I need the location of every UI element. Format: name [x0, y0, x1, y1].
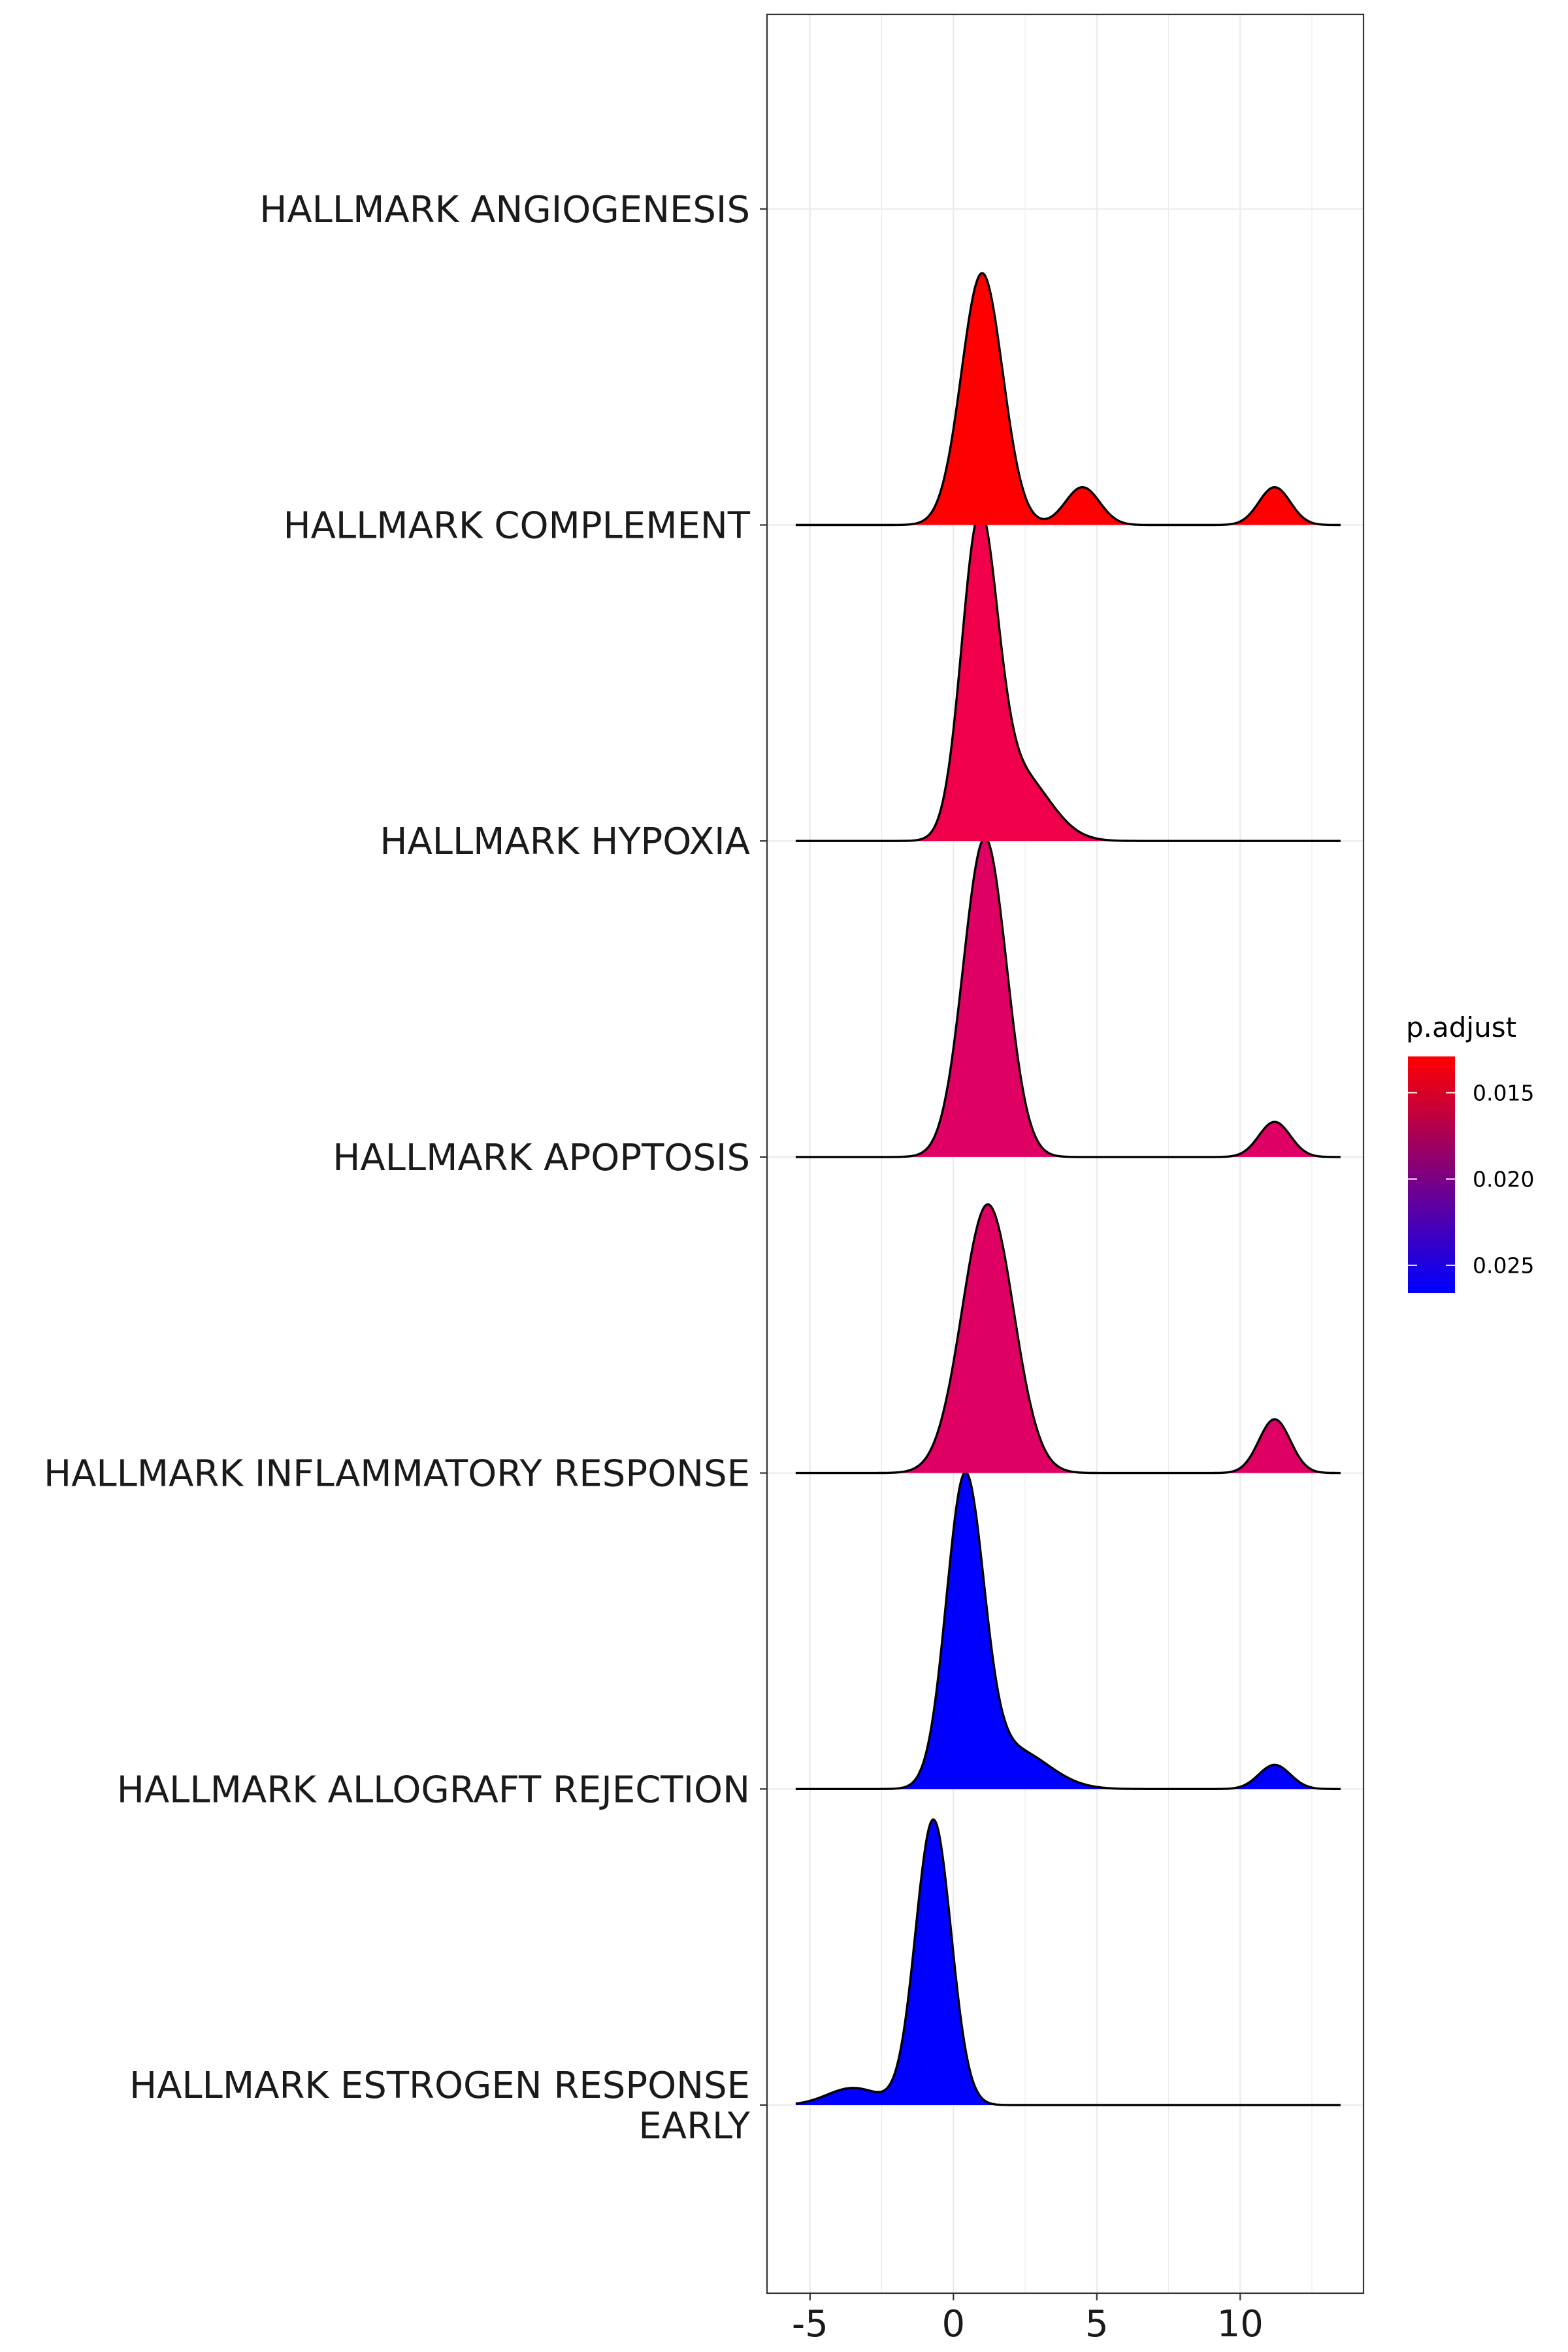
y-tick-label: HALLMARK ESTROGEN RESPONSE [129, 2065, 750, 2107]
x-tick-label: -5 [792, 2303, 828, 2345]
y-tick-label: HALLMARK HYPOXIA [380, 821, 750, 863]
x-tick-label: 10 [1217, 2303, 1264, 2345]
color-legend: p.adjust 0.015 0.020 0.025 [1406, 1011, 1534, 1293]
density-area [795, 1820, 1341, 2105]
density-outline [795, 272, 1341, 527]
y-tick-label: EARLY [638, 2105, 750, 2148]
legend-tick-label: 0.015 [1473, 1081, 1534, 1106]
density-outline [795, 1203, 1341, 1475]
density-outline [795, 1471, 1341, 1790]
y-tick-label: HALLMARK ALLOGRAFT REJECTION [117, 1769, 750, 1811]
y-tick-label: HALLMARK COMPLEMENT [283, 505, 750, 547]
legend-tick-label: 0.025 [1473, 1253, 1534, 1279]
y-tick-label: HALLMARK INFLAMMATORY RESPONSE [44, 1453, 750, 1495]
density-area [795, 273, 1341, 525]
y-tick-label: HALLMARK APOPTOSIS [333, 1137, 750, 1179]
x-tick-label: 5 [1085, 2303, 1109, 2345]
density-ridges [795, 272, 1341, 2106]
legend-title: p.adjust [1406, 1011, 1516, 1043]
plot-panel-border [766, 13, 1365, 2295]
y-tick-label: HALLMARK ANGIOGENESIS [259, 189, 750, 231]
density-outline [795, 837, 1341, 1158]
density-outline [795, 510, 1341, 842]
density-area [795, 1204, 1341, 1473]
density-outline [795, 1818, 1341, 2106]
y-axis: HALLMARK ANGIOGENESIS HALLMARK COMPLEMENT… [44, 189, 767, 2148]
x-tick-label: 0 [941, 2303, 965, 2345]
legend-colorbar [1408, 1056, 1455, 1293]
x-axis: -5 0 5 10 [792, 2293, 1264, 2345]
legend-tick-label: 0.020 [1473, 1167, 1534, 1192]
